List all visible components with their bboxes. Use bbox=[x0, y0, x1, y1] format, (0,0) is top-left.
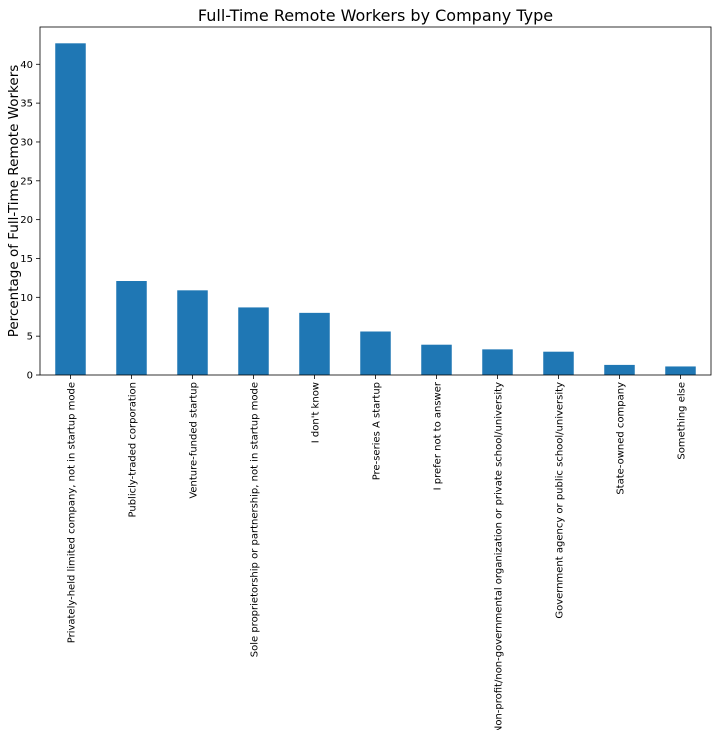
x-tick-label: Non-profit/non-governmental organization… bbox=[494, 382, 505, 730]
x-tick-label: Sole proprietorship or partnership, not … bbox=[250, 382, 261, 657]
y-tick-label: 15 bbox=[20, 254, 33, 265]
bar-9 bbox=[543, 351, 574, 375]
x-tick-label: Venture-funded startup bbox=[189, 382, 200, 499]
y-axis: 0 5 10 15 20 25 30 35 40 bbox=[20, 60, 40, 382]
bar-1 bbox=[55, 43, 86, 375]
bar-7 bbox=[421, 344, 452, 375]
y-tick-label: 35 bbox=[20, 99, 33, 110]
y-tick-label: 40 bbox=[20, 60, 33, 71]
y-tick-label: 20 bbox=[20, 215, 33, 226]
bar-11 bbox=[665, 366, 696, 375]
y-tick-label: 25 bbox=[20, 176, 33, 187]
y-tick-label: 0 bbox=[27, 371, 33, 382]
bar-8 bbox=[482, 349, 513, 375]
x-axis: Privately-held limited company, not in s… bbox=[67, 375, 688, 730]
x-tick-label: State-owned company bbox=[616, 382, 627, 495]
x-tick-label: I prefer not to answer bbox=[433, 381, 444, 490]
bar-6 bbox=[360, 331, 391, 375]
x-tick-label: Pre-series A startup bbox=[372, 382, 383, 480]
chart-title: Full-Time Remote Workers by Company Type bbox=[197, 6, 554, 25]
bars-group bbox=[55, 43, 696, 375]
bar-10 bbox=[604, 364, 635, 375]
x-tick-label: Publicly-traded corporation bbox=[128, 382, 139, 518]
bar-3 bbox=[177, 290, 208, 375]
x-tick-label: I don't know bbox=[311, 382, 322, 443]
bar-2 bbox=[116, 281, 147, 375]
y-tick-label: 30 bbox=[20, 137, 33, 148]
y-tick-label: 10 bbox=[20, 293, 33, 304]
x-tick-label: Something else bbox=[677, 382, 688, 460]
y-tick-label: 5 bbox=[27, 332, 33, 343]
x-tick-label: Privately-held limited company, not in s… bbox=[67, 382, 78, 643]
bar-4 bbox=[238, 307, 269, 375]
plot-frame bbox=[39, 26, 712, 376]
bar-5 bbox=[299, 312, 330, 375]
x-tick-label: Government agency or public school/unive… bbox=[555, 382, 566, 619]
